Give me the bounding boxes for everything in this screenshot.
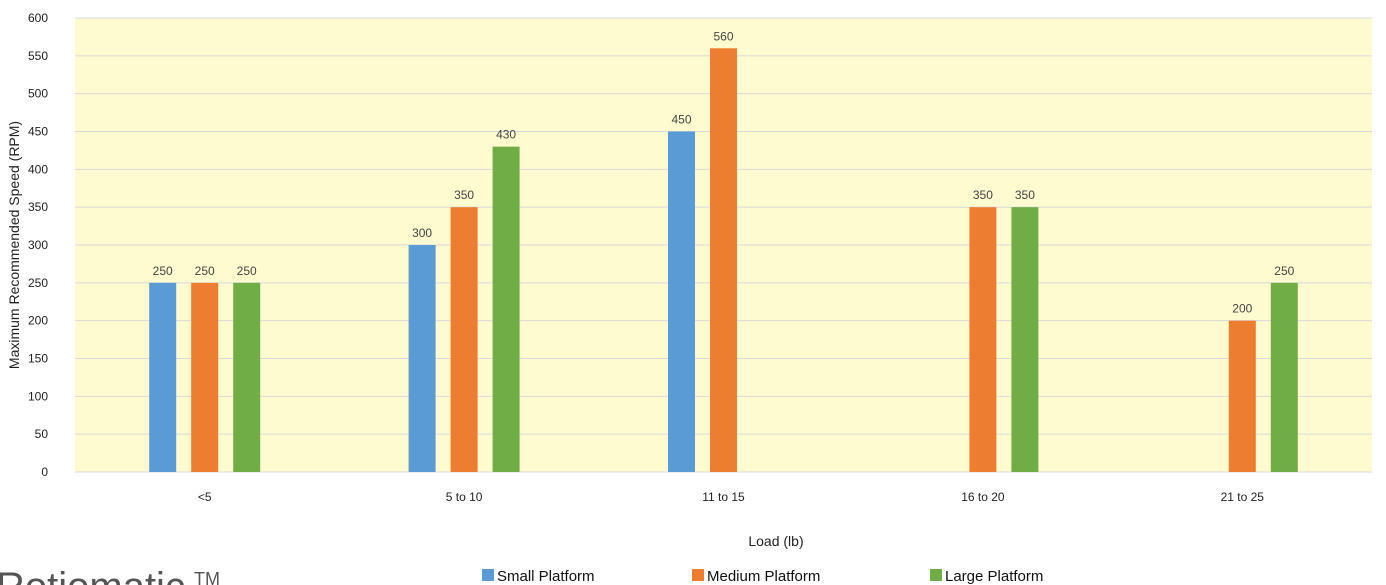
data-label: 250 <box>195 264 215 278</box>
data-label: 350 <box>1015 188 1035 202</box>
legend-item-large-platform: Large Platform <box>930 568 1043 585</box>
legend-label: Medium Platform <box>707 568 820 585</box>
brand-logo: Rotiomatic TM <box>0 565 220 585</box>
data-label: 350 <box>973 188 993 202</box>
legend: Small Platform Medium Platform Large Platf… <box>482 568 1043 585</box>
legend-swatch <box>692 569 704 581</box>
y-tick-label: 400 <box>28 162 48 176</box>
bar-large-platform <box>233 282 261 472</box>
x-tick-label: <5 <box>198 490 212 504</box>
data-label: 350 <box>454 188 474 202</box>
y-tick-label: 200 <box>28 314 48 328</box>
logo-wordmark: Rotiomatic <box>0 565 185 585</box>
bar-medium-platform <box>191 282 219 472</box>
y-tick-label: 450 <box>28 125 48 139</box>
x-tick-label: 11 to 15 <box>702 490 745 504</box>
data-label: 250 <box>237 264 257 278</box>
x-tick-label: 21 to 25 <box>1221 490 1265 504</box>
y-axis-ticks: 0 50 100 150 200 250 300 350 400 450 500 550 600 <box>28 11 48 479</box>
logo-trademark: TM <box>194 569 220 585</box>
data-label: 250 <box>153 264 173 278</box>
bar-large-platform <box>492 146 520 472</box>
data-label: 560 <box>713 29 733 43</box>
bar-medium-platform <box>969 207 997 472</box>
y-axis-title: Maximum Recommended Speed (RPM) <box>6 121 22 369</box>
bar-large-platform <box>1011 207 1039 472</box>
x-tick-label: 5 to 10 <box>446 490 483 504</box>
y-tick-label: 600 <box>28 11 48 25</box>
data-labels: 250 250 250 300 350 430 450 560 350 350 200 250 <box>153 29 1295 315</box>
legend-swatch <box>482 569 494 581</box>
legend-label: Large Platform <box>945 568 1043 585</box>
bar-medium-platform <box>450 207 478 472</box>
legend-label: Small Platform <box>497 568 595 585</box>
x-axis-ticks: <5 5 to 10 11 to 15 16 to 20 21 to 25 <box>198 490 1264 504</box>
bar-medium-platform <box>1228 320 1256 472</box>
y-tick-label: 100 <box>28 389 48 403</box>
legend-item-medium-platform: Medium Platform <box>692 568 820 585</box>
y-tick-label: 350 <box>28 200 48 214</box>
bar-small-platform <box>668 131 695 472</box>
y-tick-label: 500 <box>28 87 48 101</box>
bar-small-platform <box>408 245 436 472</box>
y-tick-label: 300 <box>28 238 48 252</box>
y-tick-label: 550 <box>28 49 48 63</box>
data-label: 250 <box>1274 264 1294 278</box>
data-label: 300 <box>412 226 432 240</box>
legend-item-small-platform: Small Platform <box>482 568 595 585</box>
x-axis-title: Load (lb) <box>748 533 803 549</box>
y-tick-label: 0 <box>41 465 48 479</box>
bar-large-platform <box>1270 282 1298 472</box>
data-label: 450 <box>671 113 691 127</box>
data-label: 200 <box>1232 302 1252 316</box>
bar-small-platform <box>149 282 177 472</box>
bar-medium-platform <box>710 48 737 473</box>
x-tick-label: 16 to 20 <box>961 490 1005 504</box>
legend-swatch <box>930 569 942 581</box>
y-tick-label: 250 <box>28 276 48 290</box>
y-tick-label: 150 <box>28 352 48 366</box>
data-label: 430 <box>496 128 516 142</box>
y-tick-label: 50 <box>35 427 49 441</box>
bars <box>149 48 1298 473</box>
